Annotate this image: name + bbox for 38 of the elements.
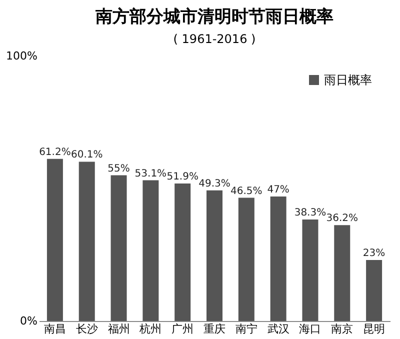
x-tick-label: 南昌 <box>44 322 66 336</box>
x-tick-label: 南宁 <box>235 322 258 336</box>
bar <box>142 180 159 321</box>
legend-label: 雨日概率 <box>324 73 372 87</box>
x-tick-label: 广州 <box>172 322 194 336</box>
bar <box>206 190 222 321</box>
text: 51.9% <box>166 171 198 182</box>
text: 49.3% <box>198 178 230 190</box>
x-tick-label: 杭州 <box>138 322 162 336</box>
bar <box>334 225 350 321</box>
text: 46.5% <box>230 186 262 197</box>
bar <box>238 198 254 321</box>
text: 47% <box>267 184 290 196</box>
bar <box>78 162 95 321</box>
y-tick-label: 100% <box>6 50 38 62</box>
y-tick-label: 0% <box>20 314 38 328</box>
text: 55% <box>108 163 130 174</box>
text: 23% <box>362 248 386 260</box>
text: 36.2% <box>326 213 358 224</box>
x-tick-label: 武汉 <box>267 322 290 336</box>
text: 61.2% <box>39 146 71 158</box>
x-tick-label: 南京 <box>331 322 354 336</box>
bar <box>366 260 382 321</box>
bar <box>270 196 286 321</box>
x-tick-label: 昆明 <box>363 322 386 336</box>
bar <box>174 183 191 321</box>
bar <box>46 158 63 321</box>
chart-subtitle: ( 1961-2016 ) <box>173 32 256 46</box>
text: 53.1% <box>134 168 167 180</box>
x-tick-label: 海口 <box>299 322 322 336</box>
x-tick-label: 长沙 <box>76 322 98 336</box>
chart-title: 南方部分城市清明时节雨日概率 <box>94 7 334 27</box>
text: 60.1% <box>70 150 103 161</box>
x-tick-label: 福州 <box>108 322 130 336</box>
bar <box>110 175 127 321</box>
text: 38.3% <box>294 208 326 219</box>
bar <box>302 220 318 321</box>
x-tick-label: 重庆 <box>204 322 226 336</box>
